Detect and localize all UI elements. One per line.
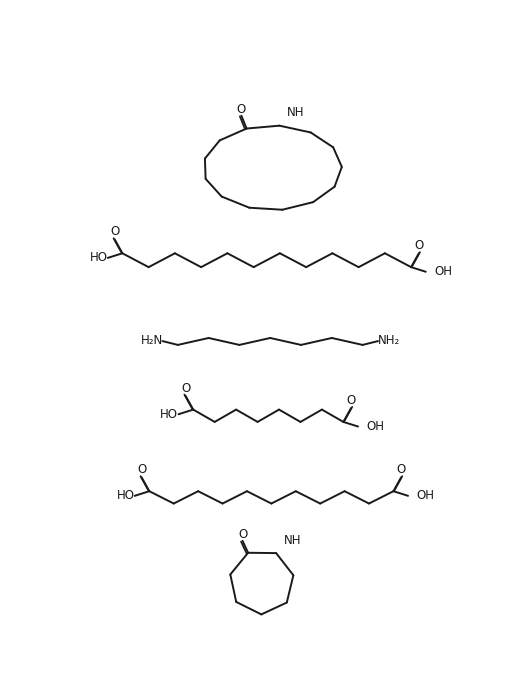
Text: HO: HO [116, 489, 134, 503]
Text: OH: OH [434, 265, 452, 278]
Text: H₂N: H₂N [141, 334, 163, 347]
Text: O: O [414, 239, 424, 252]
Text: O: O [110, 225, 119, 238]
Text: O: O [181, 382, 190, 394]
Text: NH₂: NH₂ [378, 334, 400, 347]
Text: OH: OH [366, 420, 385, 433]
Text: NH: NH [284, 534, 302, 547]
Text: O: O [237, 103, 246, 116]
Text: O: O [397, 463, 406, 476]
Text: HO: HO [160, 408, 179, 421]
Text: NH: NH [287, 106, 305, 119]
Text: O: O [238, 528, 247, 541]
Text: O: O [347, 394, 356, 407]
Text: O: O [137, 463, 146, 476]
Text: HO: HO [89, 252, 107, 264]
Text: OH: OH [417, 489, 434, 503]
